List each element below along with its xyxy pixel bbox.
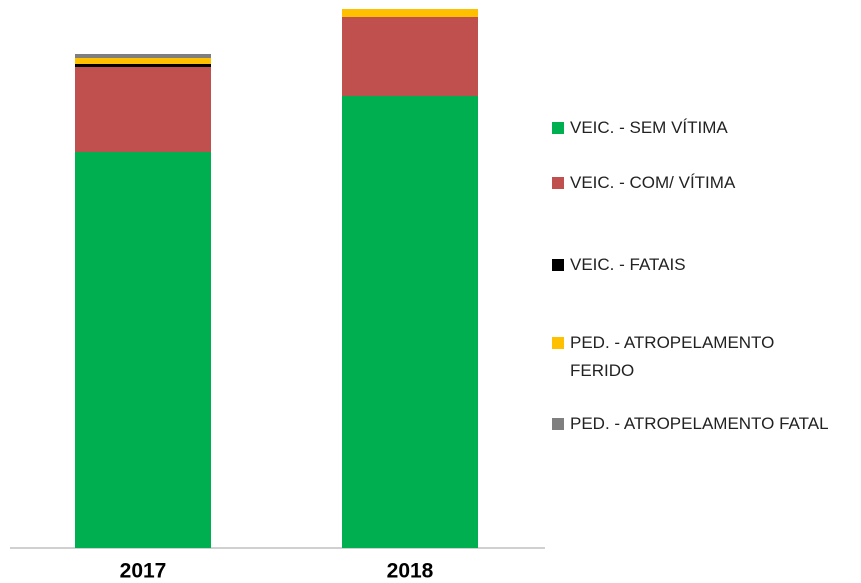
bar-segment [342,9,478,17]
legend-item: PED. - ATROPELAMENTO FERIDO [552,329,842,385]
bar-segment [75,58,211,64]
legend-item: VEIC. - FATAIS [552,251,842,279]
legend-item: VEIC. - COM/ VÍTIMA [552,169,842,197]
legend-swatch [552,337,564,349]
x-tick-label: 2018 [387,560,434,583]
bar-segment [75,64,211,67]
bar-segment [342,17,478,96]
legend-swatch [552,177,564,189]
legend-swatch [552,122,564,134]
legend-swatch [552,259,564,271]
legend-item: VEIC. - SEM VÍTIMA [552,114,842,142]
x-tick-label: 2017 [120,560,167,583]
bar-segment [342,96,478,548]
legend-swatch [552,418,564,430]
legend-label: VEIC. - FATAIS [570,255,686,274]
legend-item: PED. - ATROPELAMENTO FATAL [552,410,842,438]
legend-label: PED. - ATROPELAMENTO FATAL [570,414,829,433]
bar-segment [75,54,211,58]
legend-label: PED. - ATROPELAMENTO FERIDO [570,333,775,380]
bar-segment [75,67,211,152]
legend-label: VEIC. - COM/ VÍTIMA [570,173,736,192]
legend-label: VEIC. - SEM VÍTIMA [570,118,728,137]
bar-segment [75,152,211,548]
